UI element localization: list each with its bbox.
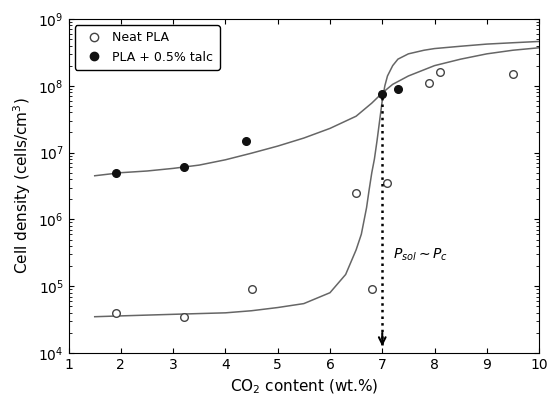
Legend: Neat PLA, PLA + 0.5% talc: Neat PLA, PLA + 0.5% talc	[75, 25, 220, 70]
Text: $P_{sol}$$\sim P_c$: $P_{sol}$$\sim P_c$	[393, 246, 448, 263]
Y-axis label: Cell density (cells/cm$^3$): Cell density (cells/cm$^3$)	[11, 98, 33, 274]
X-axis label: CO$_2$ content (wt.%): CO$_2$ content (wt.%)	[230, 377, 378, 396]
